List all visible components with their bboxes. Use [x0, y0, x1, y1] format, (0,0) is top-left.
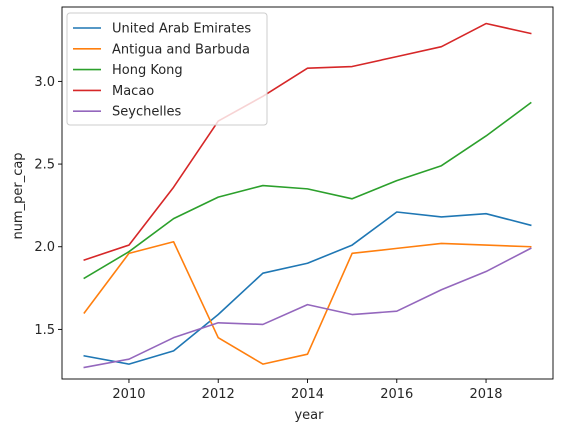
legend-entry: United Arab Emirates — [112, 22, 251, 37]
y-tick-label: 2.5 — [34, 158, 55, 173]
series-line-2 — [83, 101, 532, 280]
x-tick-label: 2014 — [291, 387, 324, 402]
y-tick-label: 1.5 — [34, 323, 55, 338]
legend-entry: Seychelles — [112, 105, 182, 120]
y-tick-label: 3.0 — [34, 75, 55, 90]
legend-entry: Hong Kong — [112, 63, 183, 78]
legend: United Arab Emirates Antigua and Barbuda H… — [66, 12, 268, 126]
series-line-0 — [83, 211, 532, 365]
legend-entry: Antigua and Barbuda — [112, 42, 250, 57]
series-line-1 — [83, 240, 532, 365]
legend-entry: Macao — [112, 84, 154, 99]
legend-box — [66, 12, 268, 126]
x-tick-label: 2016 — [380, 387, 413, 402]
series-line-3 — [83, 22, 532, 261]
y-tick-label: 2.0 — [34, 240, 55, 255]
ticks: 2010 2012 2014 2016 2018 1.5 2.0 2.5 3.0 — [34, 75, 502, 402]
x-tick-label: 2018 — [469, 387, 502, 402]
y-axis-label: num_per_cap — [11, 152, 26, 239]
x-tick-label: 2012 — [202, 387, 235, 402]
x-axis-label: year — [294, 408, 324, 423]
x-tick-label: 2010 — [112, 387, 145, 402]
series-line-4 — [83, 247, 532, 369]
series-lines — [83, 22, 532, 369]
